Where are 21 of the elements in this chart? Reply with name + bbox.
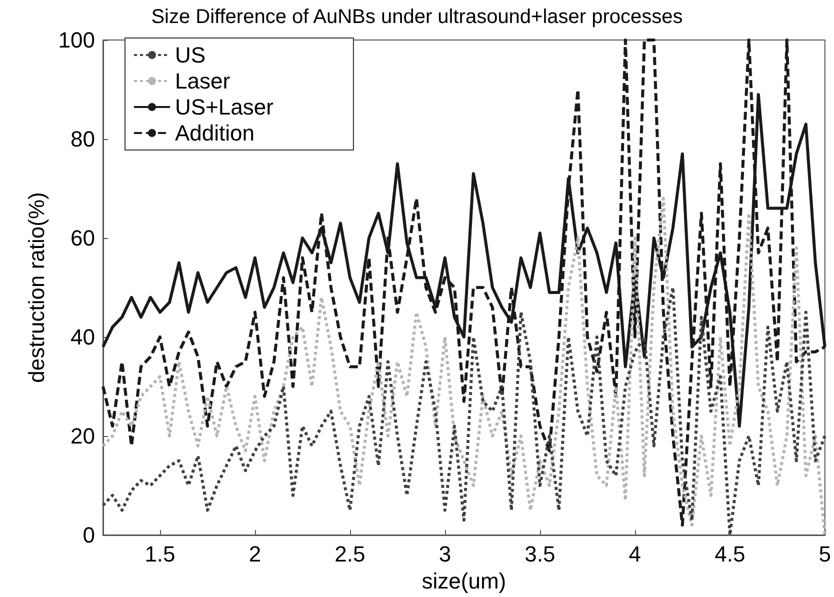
x-tick-label: 4 xyxy=(628,542,642,566)
y-tick-label: 20 xyxy=(70,424,95,448)
y-tick-label: 100 xyxy=(58,28,95,52)
legend-label: US xyxy=(175,42,206,68)
chart-title: Size Difference of AuNBs under ultrasound+laser processes xyxy=(151,6,683,28)
x-tick-label: 5 xyxy=(818,542,832,566)
y-tick-label: 0 xyxy=(82,522,95,548)
legend-label: Laser xyxy=(175,68,230,94)
x-tick-label: 3.5 xyxy=(524,542,556,566)
x-tick-label: 3 xyxy=(438,542,452,566)
y-tick-label: 60 xyxy=(70,226,95,250)
x-axis-title: size(um) xyxy=(422,568,506,594)
legend-label: US+Laser xyxy=(175,94,274,120)
legend-label: Addition xyxy=(175,120,255,146)
x-tick-label: 4.5 xyxy=(714,542,746,566)
x-tick-label: 2.5 xyxy=(334,542,366,566)
y-tick-label: 40 xyxy=(70,324,95,350)
x-tick-label: 2 xyxy=(248,542,262,566)
x-tick-label: 1.5 xyxy=(144,542,176,566)
y-tick-label: 80 xyxy=(70,126,95,152)
y-axis-title: destruction ratio(%) xyxy=(24,192,49,383)
